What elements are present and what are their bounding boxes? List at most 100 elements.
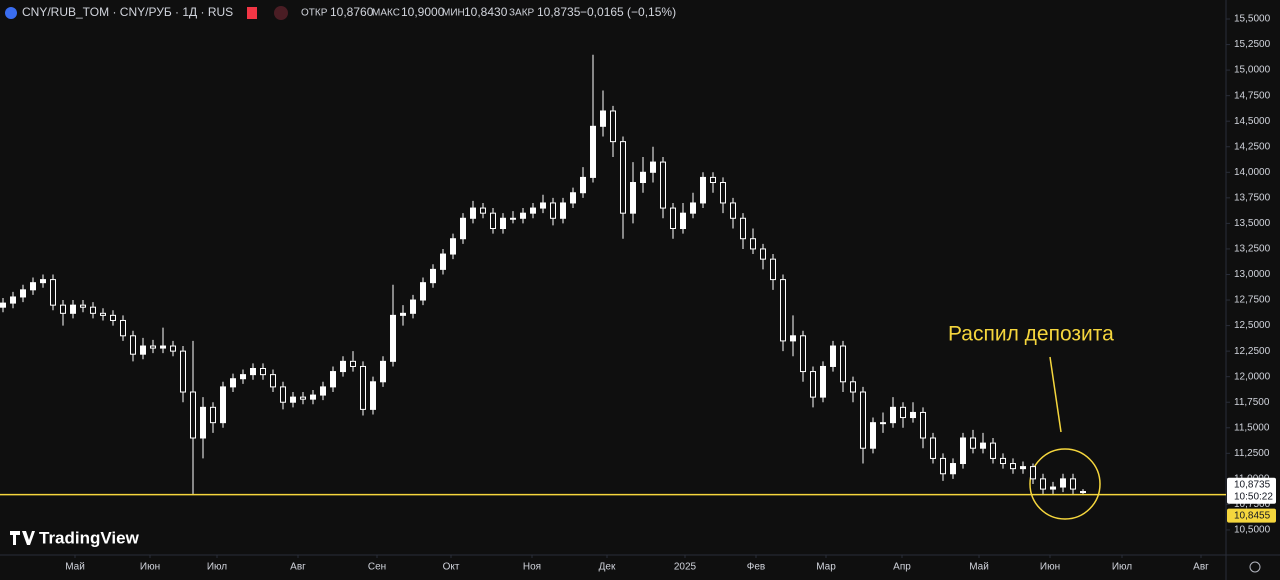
candle-body: [1080, 491, 1086, 494]
candle-body: [700, 176, 706, 204]
candle-body: [110, 314, 116, 321]
candle-body: [310, 394, 316, 400]
candle-body: [680, 212, 686, 229]
candle-body: [920, 411, 926, 439]
candle-body: [600, 110, 606, 127]
candle-body: [490, 212, 496, 229]
y-tick-label: 15,5000: [1234, 14, 1271, 25]
flag-icon: [247, 7, 257, 19]
candle-body: [890, 406, 896, 424]
symbol-icon: [5, 7, 17, 19]
candle-body: [790, 335, 796, 342]
y-tick-label: 13,7500: [1234, 192, 1271, 203]
candle-body: [1010, 463, 1016, 470]
annotation: Распил депозита: [948, 323, 1114, 346]
indicator-icon: [274, 6, 288, 20]
candle-body: [300, 396, 306, 400]
low-value: 10,8430: [464, 5, 508, 19]
candle-body: [770, 258, 776, 281]
candle-body: [740, 217, 746, 240]
x-tick-label: Июл: [1112, 562, 1132, 573]
x-tick-label: Авг: [1193, 562, 1209, 573]
candle-body: [270, 374, 276, 388]
candle-body: [260, 368, 266, 376]
countdown: 10:50:22: [1234, 491, 1273, 502]
x-tick-label: Дек: [599, 562, 616, 573]
y-tick-label: 11,5000: [1234, 422, 1270, 433]
candle-body: [660, 161, 666, 209]
candle-body: [1030, 466, 1036, 480]
candle-body: [930, 437, 936, 459]
x-tick-label: 2025: [674, 562, 697, 573]
x-tick-label: Авг: [290, 562, 306, 573]
settings-icon: [1249, 561, 1261, 573]
y-tick-label: 10,5000: [1234, 525, 1271, 536]
open-value: 10,8760: [330, 5, 374, 19]
candle-body: [830, 345, 836, 367]
x-tick-label: Фев: [747, 562, 765, 573]
candle-body: [560, 202, 566, 219]
y-tick-label: 14,2500: [1234, 141, 1271, 152]
y-tick-label: 13,2500: [1234, 244, 1271, 255]
candle-body: [570, 192, 576, 204]
candle-body: [340, 360, 346, 373]
candle-body: [550, 202, 556, 219]
y-tick-label: 12,7500: [1234, 295, 1271, 306]
candle-body: [160, 345, 166, 349]
candle-body: [910, 411, 916, 419]
candle-body: [450, 238, 456, 255]
candle-body: [750, 238, 756, 250]
candle-body: [350, 360, 356, 367]
candle-body: [100, 312, 106, 316]
candle-body: [530, 207, 536, 214]
candle-body: [240, 374, 246, 380]
candle-body: [460, 217, 466, 240]
open-label: ОТКР: [301, 8, 328, 19]
candle-body: [810, 371, 816, 398]
candle-body: [720, 182, 726, 204]
candle-body: [990, 442, 996, 459]
y-tick-label: 13,0000: [1234, 269, 1271, 280]
x-tick-label: Апр: [893, 562, 911, 573]
candle-body: [1070, 478, 1076, 490]
candle-body: [640, 171, 646, 184]
hline-label: 10,8455: [1234, 510, 1271, 521]
candle-body: [520, 212, 526, 219]
annotation-arrow: [1049, 356, 1062, 433]
candle-body: [820, 365, 826, 398]
candle-body: [730, 202, 736, 219]
candle-body: [880, 422, 886, 425]
x-tick-label: Июн: [1040, 562, 1060, 573]
candle-body: [230, 378, 236, 388]
x-tick-label: Июн: [140, 562, 160, 573]
candle-body: [170, 345, 176, 352]
candle-body: [410, 299, 416, 314]
candle-body: [480, 207, 486, 214]
candle-body: [400, 312, 406, 316]
candle-body: [650, 161, 656, 173]
close-label: ЗАКР: [509, 8, 535, 19]
x-tick-label: Окт: [443, 562, 460, 573]
candle-body: [630, 182, 636, 214]
candle-body: [40, 279, 46, 284]
x-tick-label: Ноя: [523, 562, 541, 573]
candle-body: [780, 279, 786, 342]
candle-body: [500, 217, 506, 229]
logo: TradingView: [39, 528, 140, 547]
candle-body: [960, 437, 966, 465]
candle-body: [280, 386, 286, 403]
y-tick-label: 11,7500: [1234, 397, 1270, 408]
candle-body: [190, 391, 196, 439]
y-tick-label: 14,0000: [1234, 167, 1271, 178]
candle-body: [950, 463, 956, 475]
candle-body: [440, 253, 446, 270]
candle-body: [970, 437, 976, 449]
candle-body: [130, 335, 136, 355]
candle-body: [70, 304, 76, 314]
candle-body: [860, 391, 866, 449]
candle-body: [1020, 466, 1026, 470]
candle-body: [1050, 486, 1056, 490]
candle-body: [1000, 457, 1006, 465]
candle-body: [150, 345, 156, 349]
